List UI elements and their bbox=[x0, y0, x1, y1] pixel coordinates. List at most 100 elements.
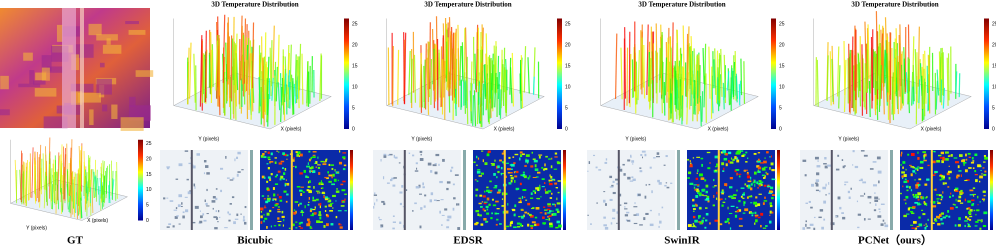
map-pixel bbox=[722, 150, 726, 153]
map-pixel bbox=[275, 198, 277, 200]
map-pixel bbox=[828, 182, 829, 185]
colorbar-tick-label: 0 bbox=[565, 126, 568, 132]
map-pixel bbox=[736, 173, 737, 176]
map-pixel bbox=[728, 207, 729, 210]
map-pixel bbox=[640, 170, 643, 172]
map-pixel bbox=[974, 170, 976, 172]
map-pixel bbox=[664, 185, 666, 187]
y-axis-label: Y (pixels) bbox=[26, 225, 47, 231]
map-pixel bbox=[218, 210, 219, 212]
surface-spike bbox=[67, 144, 68, 188]
map-pixel bbox=[757, 203, 760, 206]
map-pixel bbox=[974, 154, 977, 157]
surface-spike bbox=[838, 46, 839, 96]
map-pixel bbox=[969, 190, 973, 192]
map-pixel bbox=[299, 155, 300, 157]
map-pixel bbox=[656, 156, 660, 157]
map-pixel bbox=[969, 216, 972, 217]
map-pixel bbox=[378, 217, 379, 219]
map-pixel bbox=[227, 211, 229, 213]
map-pixel bbox=[331, 223, 334, 225]
map-pixel bbox=[973, 167, 975, 169]
map-pixel bbox=[320, 203, 322, 206]
map-pixel bbox=[195, 206, 199, 209]
map-pixel bbox=[294, 209, 295, 211]
map-road bbox=[618, 150, 620, 230]
map-pixel bbox=[420, 226, 422, 229]
map-pixel bbox=[237, 171, 240, 173]
map-pixel bbox=[720, 223, 723, 225]
map-bg bbox=[587, 150, 675, 230]
map-pixel bbox=[438, 164, 439, 166]
map-pixel bbox=[264, 207, 266, 208]
map-pixel bbox=[422, 182, 424, 185]
colorbar-tick-label: 10 bbox=[992, 84, 996, 90]
map-pixel bbox=[513, 162, 515, 164]
map-pixel bbox=[390, 179, 392, 181]
surface-spike bbox=[278, 35, 279, 88]
map-pixel bbox=[535, 217, 537, 219]
surface-spike bbox=[520, 60, 521, 94]
map-pixel bbox=[693, 208, 696, 210]
map-pixel bbox=[499, 160, 502, 162]
map-pixel bbox=[864, 155, 868, 157]
map-pixel bbox=[750, 188, 752, 191]
map-pixel bbox=[486, 187, 488, 189]
map-pixel bbox=[336, 216, 338, 218]
surface-spike bbox=[644, 45, 645, 98]
map-pixel bbox=[954, 204, 956, 205]
map-pixel bbox=[728, 152, 731, 154]
map-pixel bbox=[825, 184, 826, 187]
map-pixel bbox=[293, 212, 296, 215]
map-pixel bbox=[312, 200, 316, 202]
map-pixel bbox=[658, 226, 659, 228]
map-pixel bbox=[587, 215, 588, 216]
map-pixel bbox=[713, 195, 714, 198]
colorbar bbox=[344, 19, 349, 130]
map-pixel bbox=[521, 216, 524, 219]
map-pixel bbox=[277, 221, 281, 222]
map-pixel bbox=[434, 199, 437, 201]
map-pixel bbox=[314, 156, 316, 157]
map-pixel bbox=[557, 221, 560, 224]
map-colorbar bbox=[350, 150, 353, 230]
map-pixel bbox=[816, 172, 819, 175]
map-pixel bbox=[542, 178, 545, 180]
map-pixel bbox=[706, 191, 708, 193]
map-pixel bbox=[303, 191, 305, 193]
map-pixel bbox=[934, 189, 936, 190]
map-pixel bbox=[644, 154, 646, 156]
map-pixel bbox=[515, 154, 519, 155]
map-pixel bbox=[706, 198, 709, 201]
map-pixel bbox=[232, 196, 234, 198]
surface-spike bbox=[112, 178, 113, 199]
map-pixel bbox=[539, 156, 541, 159]
map-pixel bbox=[307, 218, 310, 220]
map-pixel bbox=[910, 225, 913, 226]
map-pixel bbox=[923, 155, 925, 158]
map-pixel bbox=[769, 215, 770, 216]
map-pixel bbox=[911, 153, 915, 156]
map-pixel bbox=[480, 206, 483, 208]
map-pixel bbox=[816, 184, 819, 187]
map-pixel bbox=[815, 157, 819, 160]
thermal-patch bbox=[89, 109, 93, 125]
map-pixel bbox=[949, 166, 950, 167]
map-pixel bbox=[510, 224, 512, 226]
map-pixel bbox=[805, 203, 808, 204]
map-pixel bbox=[479, 195, 482, 197]
map-pixel bbox=[179, 224, 181, 225]
map-pixel bbox=[309, 170, 310, 173]
surface-spike bbox=[111, 161, 112, 196]
map-pixel bbox=[734, 156, 736, 159]
map-pixel bbox=[819, 190, 820, 192]
surface-spike bbox=[35, 164, 36, 203]
map-pixel bbox=[200, 215, 203, 218]
map-pixel bbox=[267, 187, 269, 190]
map-pixel bbox=[901, 175, 903, 177]
map-pixel bbox=[537, 172, 540, 174]
map-pixel bbox=[770, 205, 773, 207]
map-pixel bbox=[752, 214, 754, 216]
map-pixel bbox=[278, 151, 279, 152]
map-pixel bbox=[308, 151, 310, 153]
